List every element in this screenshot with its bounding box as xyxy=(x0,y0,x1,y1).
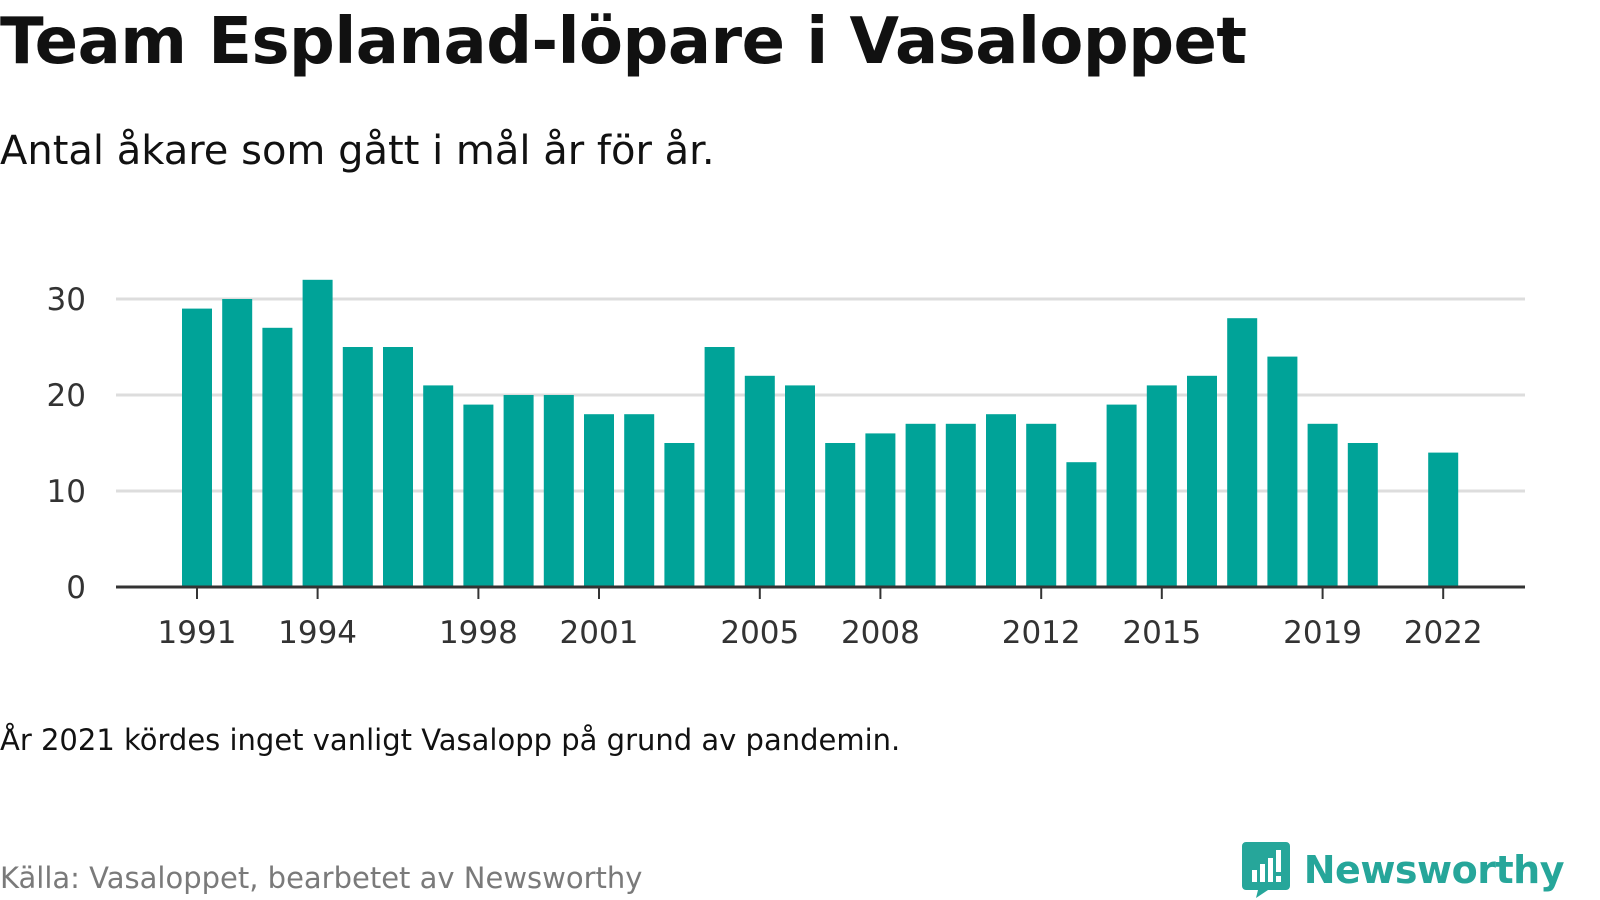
bar-2017 xyxy=(1227,318,1258,587)
newsworthy-bars-icon xyxy=(1241,842,1290,898)
bar-1993 xyxy=(262,327,293,587)
bar-1994 xyxy=(302,279,333,587)
y-axis-labels: 0 10 20 30 xyxy=(47,282,86,606)
bar-chart: 0 10 20 30 1991 1994 1998 2001 2005 2008 2012 2015… xyxy=(47,279,1525,651)
x-tick-label: 2001 xyxy=(560,615,639,651)
y-tick-label: 20 xyxy=(47,378,86,414)
bar-2006 xyxy=(785,385,815,587)
bar-2001 xyxy=(584,414,614,587)
bar-2000 xyxy=(543,395,574,587)
bar-1996 xyxy=(383,347,413,587)
bar-1997 xyxy=(423,385,454,587)
x-axis-labels: 1991 1994 1998 2001 2005 2008 2012 2015 2019 2022 xyxy=(158,615,1483,651)
bar-2011 xyxy=(986,414,1016,587)
bar-2019 xyxy=(1307,423,1338,587)
bar-2005 xyxy=(744,375,775,587)
bar-2008 xyxy=(865,433,896,587)
bar-2020 xyxy=(1347,443,1378,587)
newsworthy-logo[interactable]: Newsworthy xyxy=(1241,842,1565,898)
x-tick-label: 1994 xyxy=(278,615,357,651)
bar-2014 xyxy=(1106,404,1137,587)
source-credit: Källa: Vasaloppet, bearbetet av Newswort… xyxy=(0,861,643,895)
x-tick-label: 1998 xyxy=(439,615,518,651)
bar-2016 xyxy=(1187,375,1217,587)
bar-2007 xyxy=(825,443,856,587)
bar-2022 xyxy=(1428,452,1459,587)
chart-subtitle: Antal åkare som gått i mål år för år. xyxy=(0,128,715,174)
chart-title: Team Esplanad-löpare i Vasaloppet xyxy=(0,5,1247,79)
bar-2004 xyxy=(704,347,735,587)
bar-2009 xyxy=(905,423,936,587)
x-tick-label: 2008 xyxy=(841,615,920,651)
bar-2003 xyxy=(664,443,695,587)
x-tick-label: 2012 xyxy=(1002,615,1081,651)
x-tick-label: 2005 xyxy=(720,615,799,651)
x-tick-label: 1991 xyxy=(158,615,237,651)
footnote: År 2021 kördes inget vanligt Vasalopp på… xyxy=(0,723,901,757)
bar-2010 xyxy=(945,423,976,587)
bar-1998 xyxy=(463,404,494,587)
bar-1992 xyxy=(222,299,253,587)
x-tick-label: 2019 xyxy=(1283,615,1362,651)
bar-2018 xyxy=(1267,356,1298,587)
bar-2012 xyxy=(1026,423,1057,587)
bar-1995 xyxy=(342,347,373,587)
bar-1991 xyxy=(182,308,212,587)
x-tick-label: 2015 xyxy=(1122,615,1201,651)
logo-text: Newsworthy xyxy=(1303,848,1565,892)
x-axis xyxy=(116,585,1525,599)
y-tick-label: 0 xyxy=(66,570,86,606)
bar-1999 xyxy=(503,395,534,587)
y-tick-label: 30 xyxy=(47,282,86,318)
bar-2015 xyxy=(1146,385,1177,587)
bars xyxy=(182,279,1459,587)
bar-2002 xyxy=(624,414,655,587)
y-tick-label: 10 xyxy=(47,474,86,510)
x-tick-label: 2022 xyxy=(1404,615,1483,651)
bar-2013 xyxy=(1066,462,1097,587)
